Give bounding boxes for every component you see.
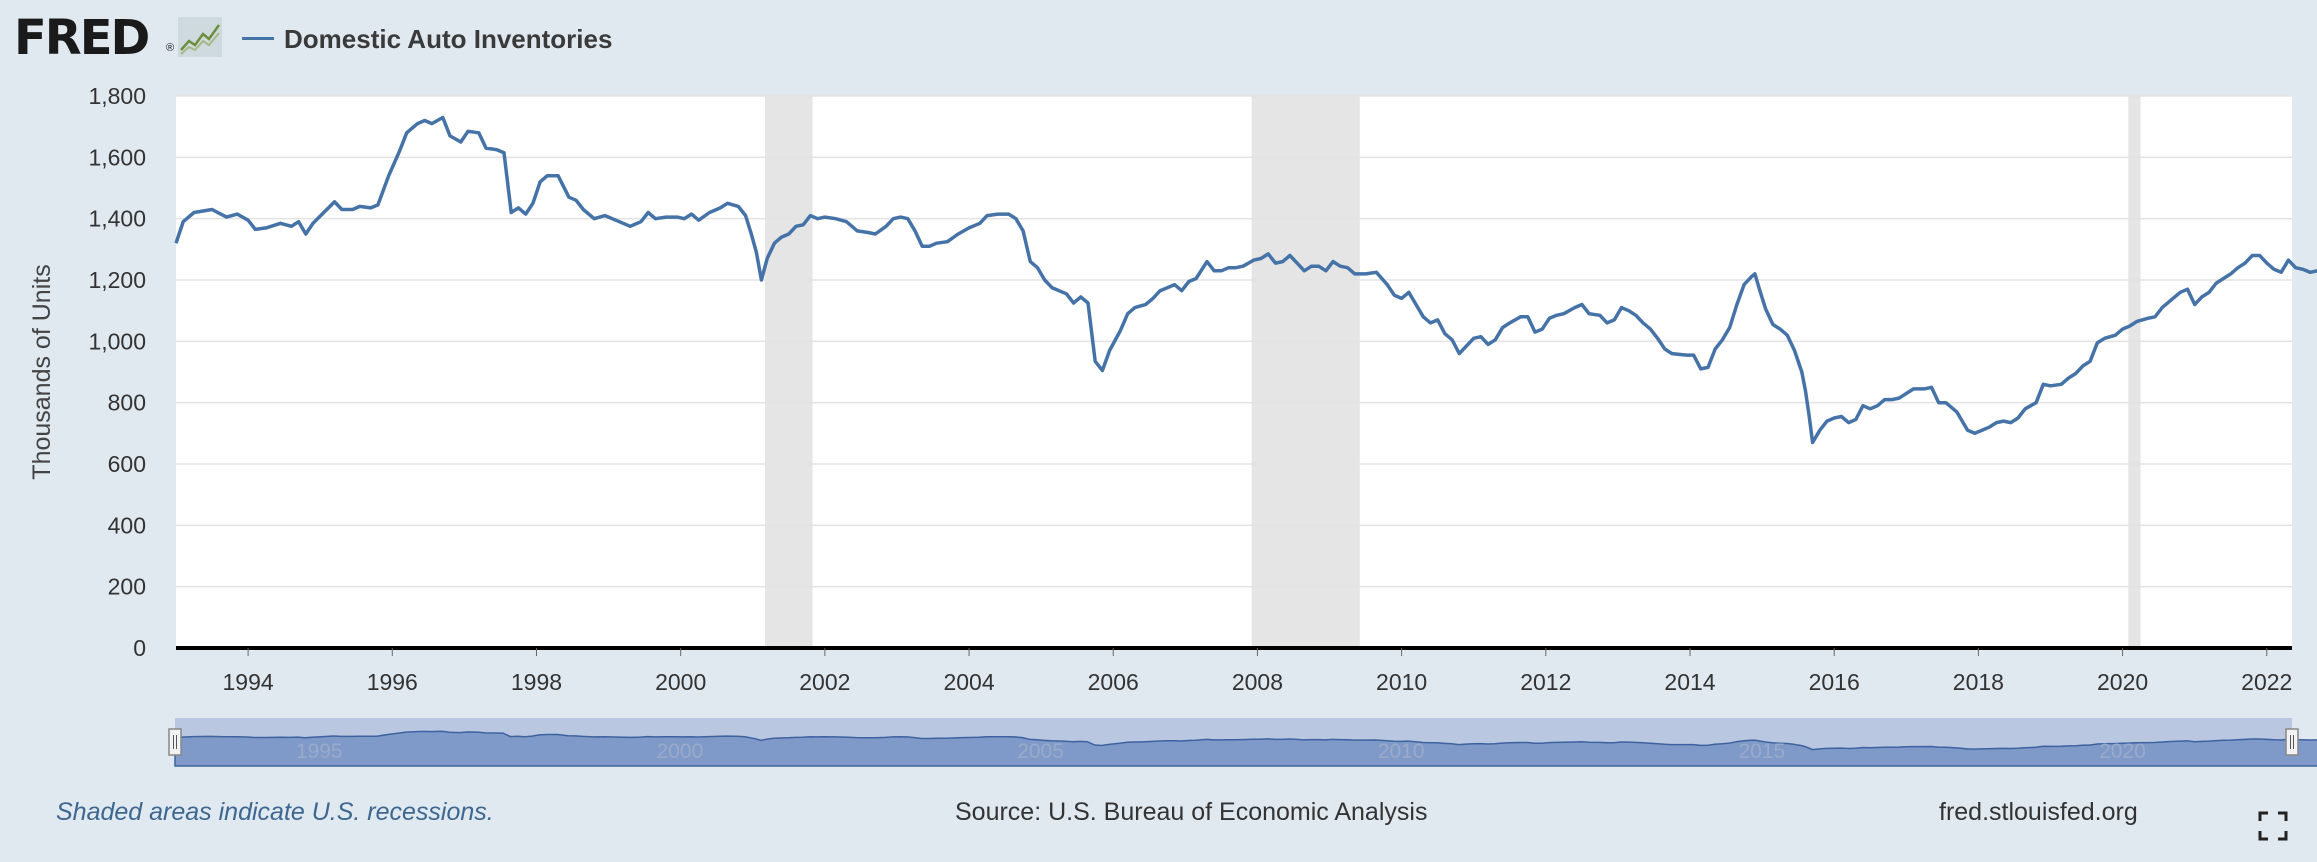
navigator-label: 2015	[1738, 740, 1785, 763]
fullscreen-icon[interactable]	[2257, 810, 2289, 842]
x-tick-label: 1998	[511, 669, 562, 695]
y-tick-label: 800	[108, 390, 146, 416]
plot-area	[176, 96, 2292, 648]
x-tick-label: 2004	[943, 669, 994, 695]
recession-shading-note: Shaded areas indicate U.S. recessions.	[56, 798, 494, 826]
x-tick-label: 2006	[1088, 669, 1139, 695]
x-tick-label: 2016	[1809, 669, 1860, 695]
y-tick-label: 1,400	[88, 206, 146, 232]
x-tick-label: 2014	[1664, 669, 1715, 695]
y-tick-label: 400	[108, 512, 146, 538]
navigator-label: 1995	[296, 740, 343, 763]
legend-line-swatch	[242, 37, 274, 40]
navigator-label: 2000	[657, 740, 704, 763]
x-tick-label: 2018	[1953, 669, 2004, 695]
x-tick-label: 2012	[1520, 669, 1571, 695]
navigator-label: 2005	[1017, 740, 1064, 763]
y-tick-label: 1,800	[88, 83, 146, 109]
navigator-label: 2010	[1378, 740, 1425, 763]
header: FRED ® Domestic Auto Inventories	[0, 0, 2317, 80]
recession-band-1	[1251, 96, 1360, 648]
y-tick-label: 600	[108, 451, 146, 477]
y-tick-label: 1,600	[88, 144, 146, 170]
x-tick-label: 2008	[1232, 669, 1283, 695]
x-tick-label: 1994	[223, 669, 274, 695]
y-axis-title: Thousands of Units	[28, 264, 56, 479]
fred-logo[interactable]: FRED	[14, 10, 150, 66]
x-tick-label: 2010	[1376, 669, 1427, 695]
fred-logo-registered-mark: ®	[166, 42, 175, 54]
recession-band-0	[765, 96, 813, 648]
legend-series-label: Domestic Auto Inventories	[284, 24, 613, 54]
x-tick-label: 2020	[2097, 669, 2148, 695]
y-tick-label: 0	[133, 635, 146, 661]
navigator-series-area	[174, 730, 2317, 767]
navigator-left-handle[interactable]	[168, 728, 182, 756]
series-line-0	[174, 115, 2317, 445]
fred-url[interactable]: fred.stlouisfed.org	[1939, 798, 2138, 826]
source-credit: Source: U.S. Bureau of Economic Analysis	[955, 798, 1428, 826]
chart: 0 200 400 600 800 1,000 1,200 1,400 1,600 1,800 19…	[28, 83, 2317, 767]
y-tick-label: 200	[108, 574, 146, 600]
x-tick-label: 2022	[2241, 669, 2292, 695]
fred-logo-chart-icon	[178, 17, 222, 57]
y-tick-label: 1,200	[88, 267, 146, 293]
y-tick-label: 1,000	[88, 328, 146, 354]
recession-band-2	[2128, 96, 2141, 648]
x-tick-label: 1996	[367, 669, 418, 695]
navigator-label: 2020	[2099, 740, 2146, 763]
navigator-right-handle[interactable]	[2285, 728, 2299, 756]
x-tick-label: 2000	[655, 669, 706, 695]
x-tick-label: 2002	[799, 669, 850, 695]
